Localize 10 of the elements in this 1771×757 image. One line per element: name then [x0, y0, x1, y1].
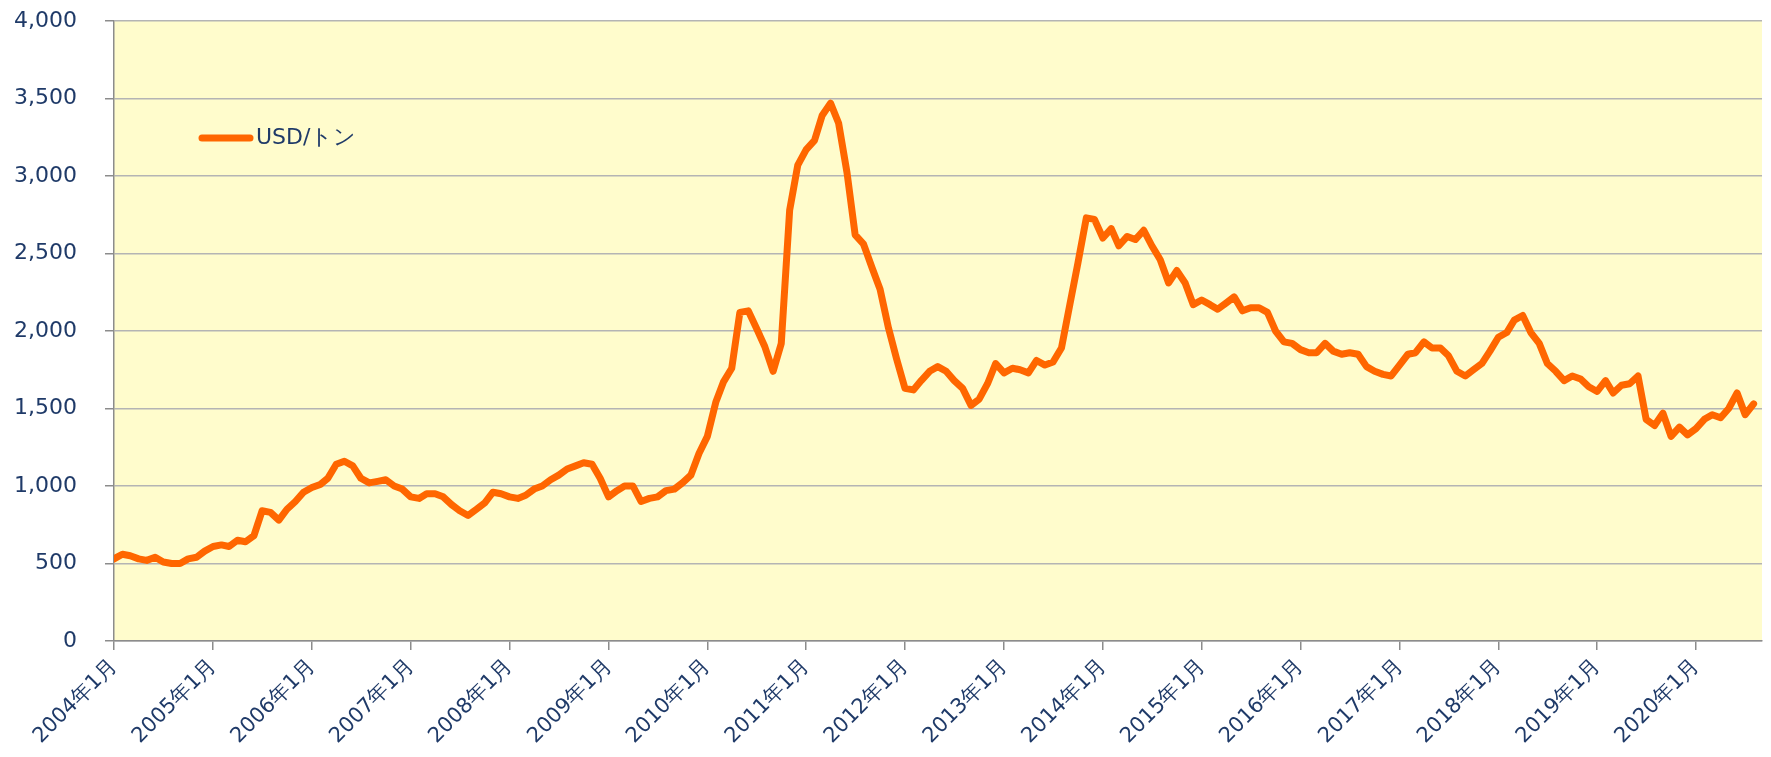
legend-label: USD/トン — [256, 123, 357, 149]
y-tick-label: 2,000 — [14, 316, 77, 342]
y-tick-label: 3,000 — [14, 161, 77, 187]
y-tick-label: 2,500 — [14, 239, 77, 265]
y-tick-label: 4,000 — [14, 6, 77, 32]
y-tick-label: 1,000 — [14, 471, 77, 497]
y-tick-label: 1,500 — [14, 394, 77, 420]
y-tick-label: 0 — [63, 626, 77, 652]
y-tick-label: 500 — [35, 549, 77, 575]
y-tick-label: 3,500 — [14, 84, 77, 110]
